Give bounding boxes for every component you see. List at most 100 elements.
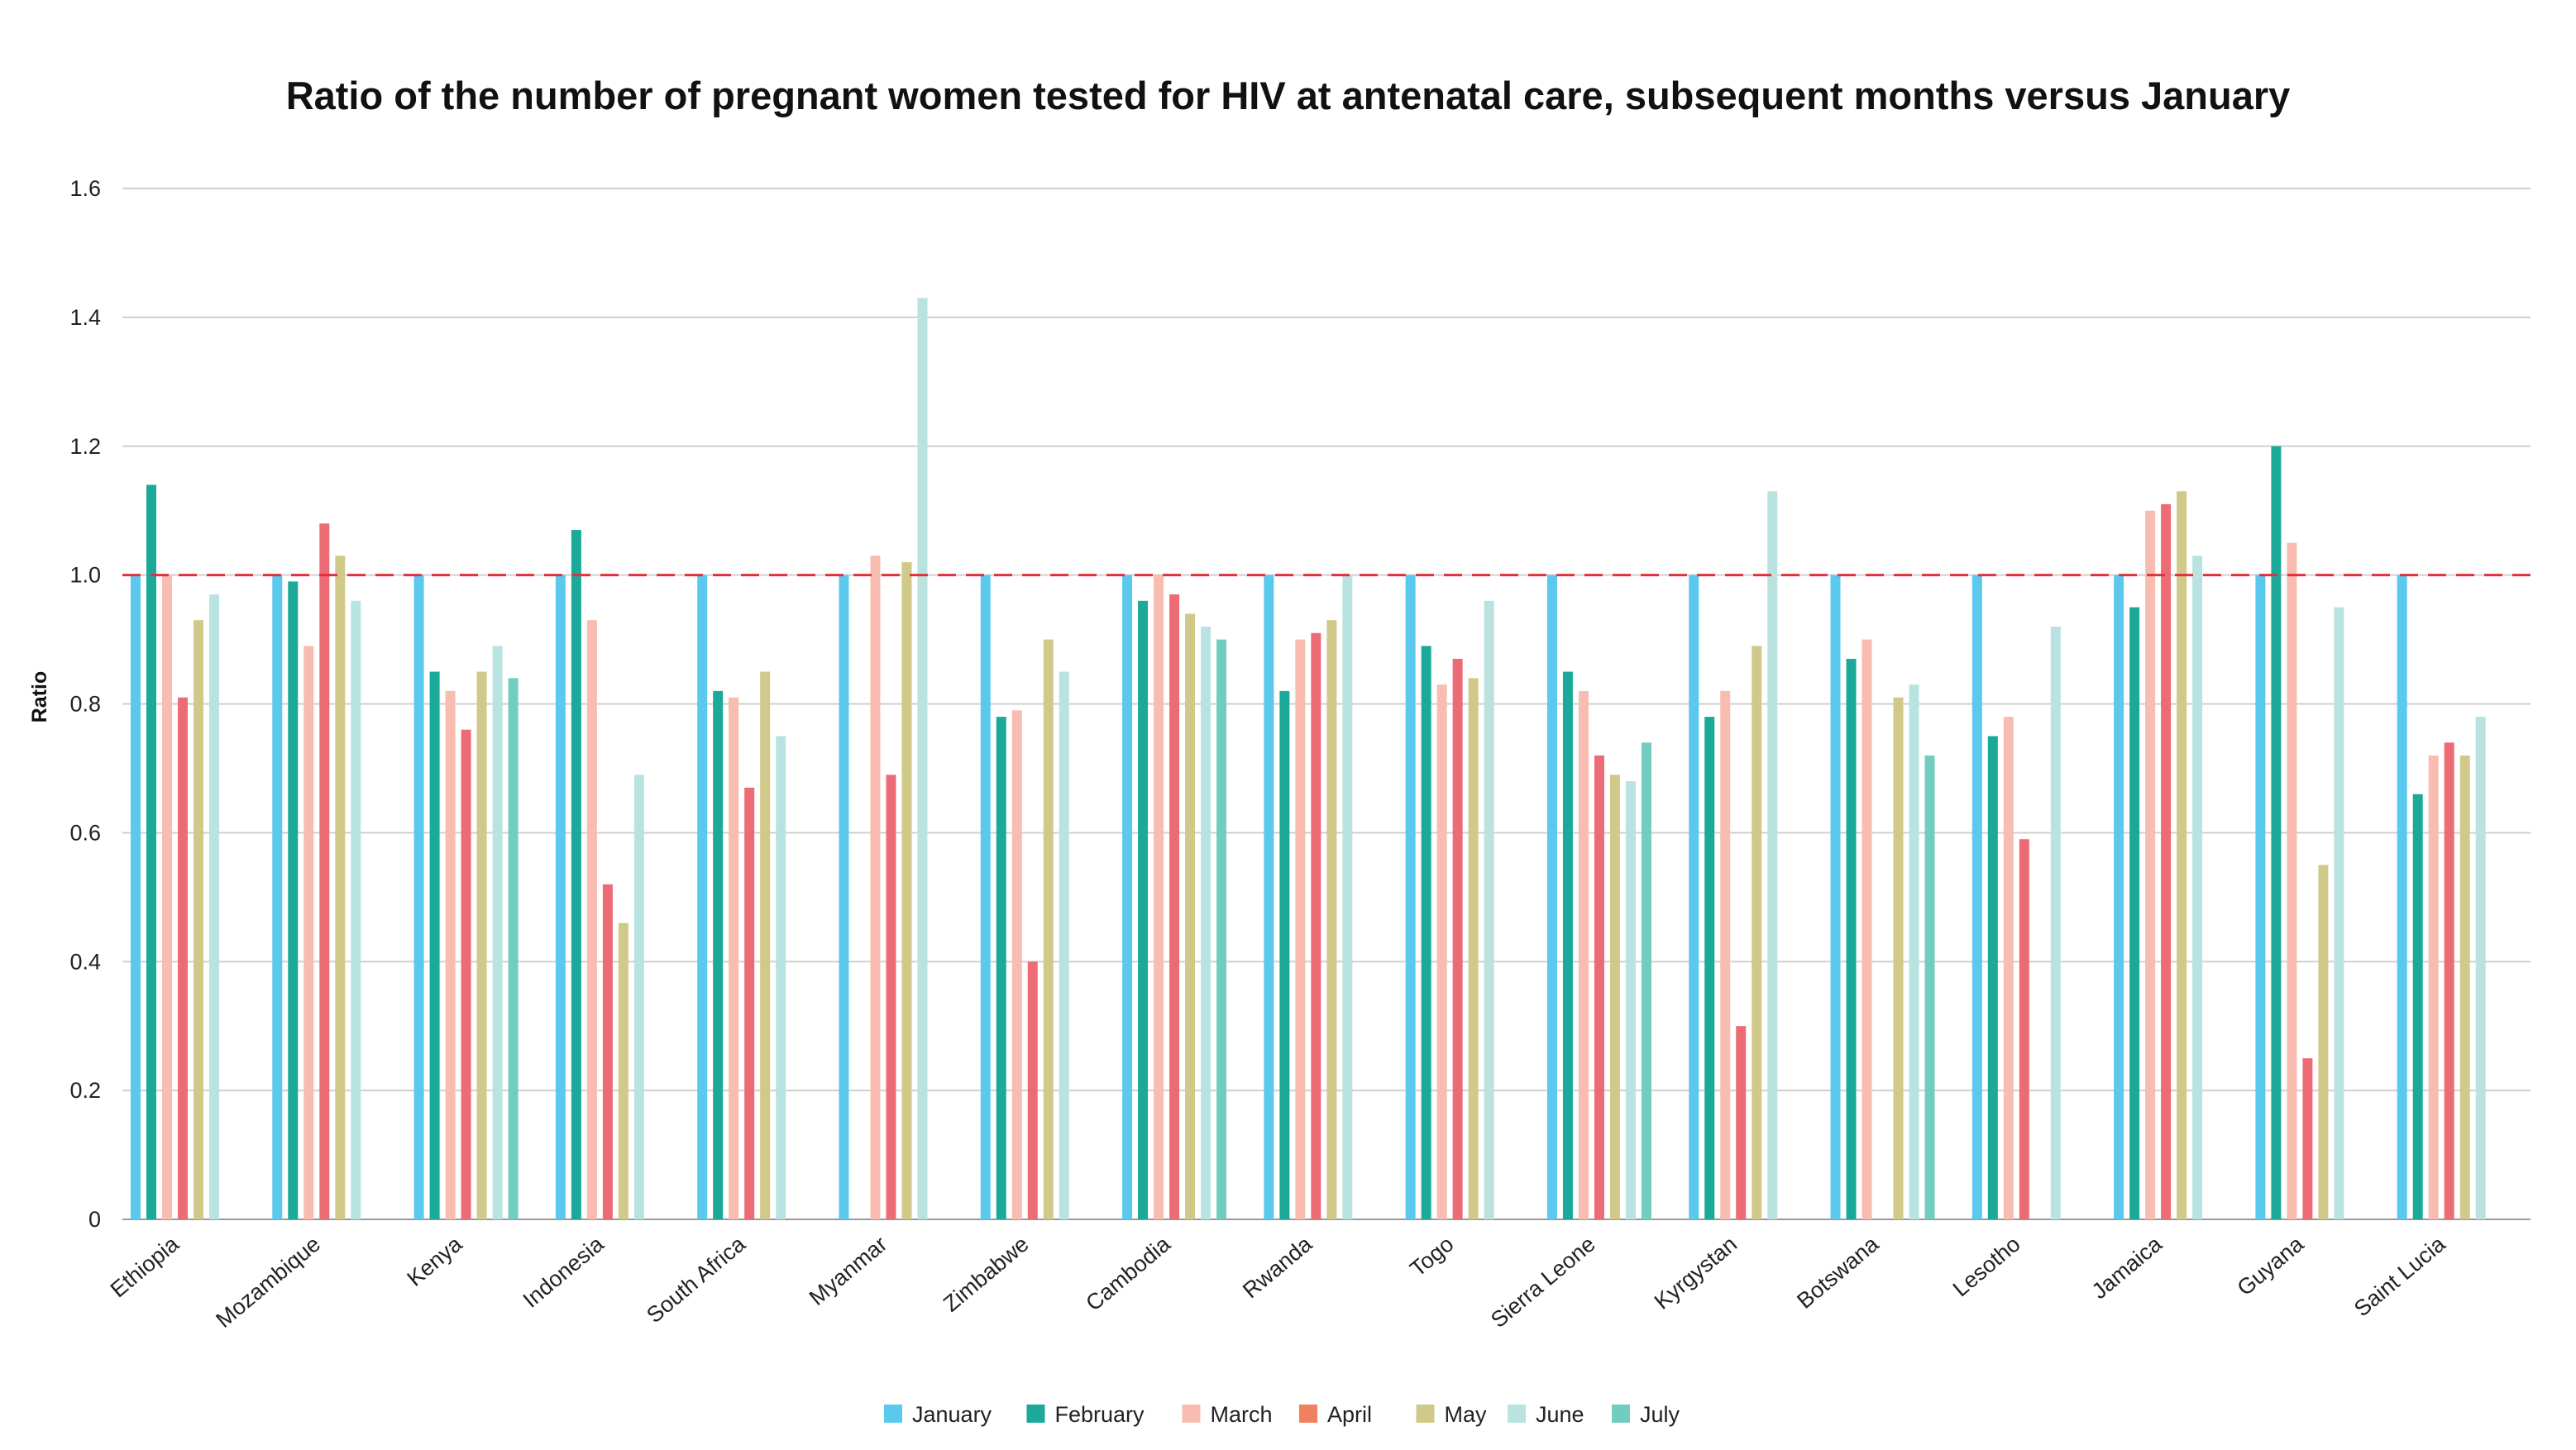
bar-june-ethiopia bbox=[209, 594, 219, 1219]
y-tick-label: 0.8 bbox=[69, 692, 101, 717]
bar-april-mozambique bbox=[319, 523, 330, 1219]
y-tick-label: 1.4 bbox=[69, 305, 101, 330]
bar-january-guyana bbox=[2255, 575, 2266, 1219]
bar-april-myanmar bbox=[886, 775, 896, 1219]
bar-march-kenya bbox=[445, 690, 456, 1219]
legend-swatch-february bbox=[1026, 1405, 1045, 1423]
bar-march-kyrgystan bbox=[1720, 690, 1731, 1219]
gridlines bbox=[122, 188, 2531, 1220]
y-tick-label: 0.4 bbox=[69, 949, 101, 974]
bar-may-indonesia bbox=[618, 923, 628, 1219]
bar-march-ethiopia bbox=[162, 575, 172, 1219]
bar-march-indonesia bbox=[586, 620, 597, 1219]
bar-january-cambodia bbox=[1122, 575, 1133, 1219]
bar-april-lesotho bbox=[2019, 839, 2029, 1219]
bar-june-kenya bbox=[492, 646, 503, 1219]
legend-swatch-july bbox=[1612, 1405, 1630, 1423]
bar-january-zimbabwe bbox=[980, 575, 991, 1219]
bar-february-guyana bbox=[2271, 446, 2282, 1219]
y-axis-ticks: 0 0.2 0.4 0.6 0.8 1.0 1.2 1.4 1.6 bbox=[69, 176, 101, 1232]
x-tick-label: Rwanda bbox=[1238, 1231, 1317, 1303]
bar-june-zimbabwe bbox=[1059, 671, 1069, 1219]
bar-february-ethiopia bbox=[146, 484, 156, 1219]
bar-may-sierra-leone bbox=[1609, 775, 1620, 1219]
bar-april-kenya bbox=[461, 729, 471, 1219]
legend-label-july: July bbox=[1640, 1402, 1680, 1427]
bar-may-south-africa bbox=[760, 671, 771, 1219]
bar-april-cambodia bbox=[1169, 594, 1180, 1219]
bar-january-botswana bbox=[1830, 575, 1841, 1219]
bar-may-zimbabwe bbox=[1043, 639, 1054, 1219]
bar-february-indonesia bbox=[571, 530, 581, 1219]
bar-april-sierra-leone bbox=[1594, 755, 1604, 1219]
x-tick-label: South Africa bbox=[642, 1231, 751, 1328]
bar-march-guyana bbox=[2287, 542, 2297, 1219]
x-tick-label: Guyana bbox=[2233, 1231, 2309, 1300]
bar-june-rwanda bbox=[1342, 575, 1353, 1219]
chart-title: Ratio of the number of pregnant women te… bbox=[285, 74, 2291, 117]
bar-february-sierra-leone bbox=[1562, 671, 1573, 1219]
x-tick-label: Kenya bbox=[403, 1231, 468, 1291]
bar-march-myanmar bbox=[870, 556, 881, 1219]
legend-label-may: May bbox=[1445, 1402, 1488, 1427]
bar-march-mozambique bbox=[303, 646, 314, 1219]
x-tick-label: Indonesia bbox=[519, 1231, 609, 1313]
bar-may-myanmar bbox=[901, 562, 912, 1219]
bar-june-kyrgystan bbox=[1767, 491, 1778, 1219]
bar-march-botswana bbox=[1862, 639, 1872, 1219]
legend-swatch-january bbox=[884, 1405, 902, 1423]
bar-april-ethiopia bbox=[178, 697, 188, 1219]
bar-february-zimbabwe bbox=[996, 717, 1006, 1219]
legend-swatch-march bbox=[1182, 1405, 1201, 1423]
bar-february-kyrgystan bbox=[1704, 717, 1715, 1219]
x-tick-label: Botswana bbox=[1792, 1231, 1884, 1314]
bar-march-lesotho bbox=[2003, 717, 2014, 1219]
y-tick-label: 0.2 bbox=[69, 1078, 101, 1103]
bar-january-mozambique bbox=[272, 575, 283, 1219]
bar-april-togo bbox=[1452, 658, 1463, 1219]
bar-march-south-africa bbox=[729, 697, 739, 1219]
bar-january-kenya bbox=[413, 575, 424, 1219]
bar-april-saint-lucia bbox=[2444, 742, 2454, 1219]
bar-january-rwanda bbox=[1264, 575, 1274, 1219]
bar-april-guyana bbox=[2302, 1058, 2313, 1219]
y-tick-label: 1.6 bbox=[69, 176, 101, 201]
bar-february-south-africa bbox=[713, 690, 724, 1219]
bar-january-kyrgystan bbox=[1689, 575, 1699, 1219]
bar-april-indonesia bbox=[602, 884, 613, 1219]
x-axis-ticks: Ethiopia Mozambique Kenya Indonesia South Af… bbox=[106, 1231, 2450, 1333]
bar-may-cambodia bbox=[1185, 613, 1196, 1219]
bar-may-togo bbox=[1468, 678, 1479, 1219]
x-tick-label: Myanmar bbox=[805, 1232, 891, 1310]
bar-march-zimbabwe bbox=[1011, 710, 1022, 1219]
bar-june-cambodia bbox=[1201, 626, 1212, 1219]
bar-march-cambodia bbox=[1154, 575, 1164, 1219]
legend-swatch-may bbox=[1416, 1405, 1435, 1423]
bar-january-sierra-leone bbox=[1546, 575, 1557, 1219]
bar-february-botswana bbox=[1846, 658, 1857, 1219]
bar-july-sierra-leone bbox=[1641, 742, 1651, 1219]
bar-april-kyrgystan bbox=[1736, 1026, 1747, 1219]
bar-january-indonesia bbox=[555, 575, 566, 1219]
bar-january-lesotho bbox=[1971, 575, 1982, 1219]
bar-july-kenya bbox=[508, 678, 519, 1219]
bar-may-jamaica bbox=[2177, 491, 2187, 1219]
bar-may-kenya bbox=[476, 671, 487, 1219]
legend-swatch-april bbox=[1299, 1405, 1317, 1423]
legend-swatch-june bbox=[1508, 1405, 1526, 1423]
x-tick-label: Ethiopia bbox=[106, 1231, 184, 1302]
bar-january-ethiopia bbox=[131, 575, 141, 1219]
bar-january-jamaica bbox=[2114, 575, 2124, 1219]
bar-january-saint-lucia bbox=[2397, 575, 2407, 1219]
x-tick-label: Togo bbox=[1405, 1232, 1458, 1282]
bar-march-jamaica bbox=[2145, 510, 2156, 1219]
x-tick-label: Jamaica bbox=[2087, 1231, 2167, 1304]
bar-january-myanmar bbox=[839, 575, 849, 1219]
bar-june-indonesia bbox=[633, 775, 644, 1219]
legend: January February March April May June July bbox=[884, 1402, 1680, 1427]
bar-june-togo bbox=[1484, 600, 1494, 1219]
bar-march-sierra-leone bbox=[1578, 690, 1589, 1219]
bar-may-mozambique bbox=[335, 556, 346, 1219]
bar-june-myanmar bbox=[917, 298, 928, 1219]
